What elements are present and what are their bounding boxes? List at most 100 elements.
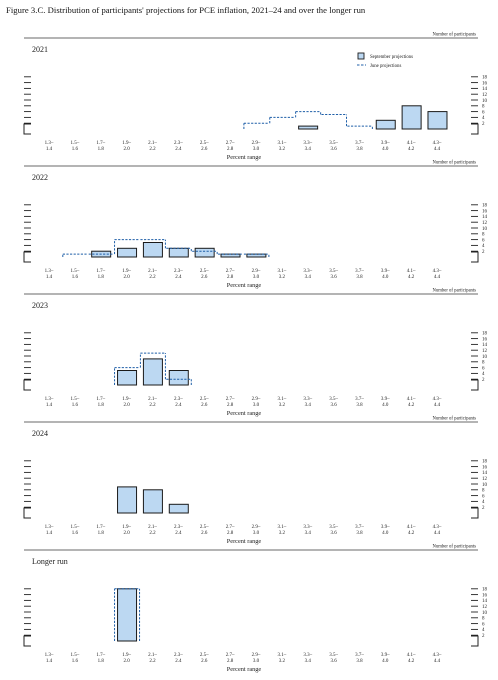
x-tick-label: 4.3– xyxy=(433,525,442,530)
september-bar xyxy=(401,105,422,130)
x-tick-label: 2.6 xyxy=(201,403,208,408)
right-axis-bracket xyxy=(471,251,479,263)
panel-title: 2021 xyxy=(32,45,48,54)
x-tick-label: 1.7– xyxy=(96,397,105,402)
x-tick-label: 1.9– xyxy=(122,397,131,402)
x-tick-label: 2.5– xyxy=(200,269,209,274)
panel-title: 2024 xyxy=(32,429,48,438)
x-tick-label: 4.0 xyxy=(382,531,389,536)
x-tick-label: 3.0 xyxy=(253,275,260,280)
x-tick-label: 2.1– xyxy=(148,397,157,402)
september-bar xyxy=(117,486,138,514)
x-tick-label: 3.6 xyxy=(330,531,337,536)
y-tick-label: 6 xyxy=(482,238,485,243)
x-axis-title: Percent range xyxy=(227,282,262,289)
x-tick-label: 4.1– xyxy=(407,269,416,274)
x-axis-title: Percent range xyxy=(227,410,262,417)
x-tick-label: 3.5– xyxy=(329,653,338,658)
x-tick-label: 2.5– xyxy=(200,397,209,402)
y-tick-label: 16 xyxy=(482,81,488,86)
x-tick-label: 3.3– xyxy=(303,141,312,146)
y-tick-label: 10 xyxy=(482,227,488,232)
y-tick-label: 4 xyxy=(482,500,485,505)
x-tick-label: 4.4 xyxy=(434,403,441,408)
september-bar xyxy=(168,247,189,258)
september-bar xyxy=(168,503,189,514)
legend-label-september: September projections xyxy=(370,55,413,60)
y-tick-label: 18 xyxy=(482,588,488,593)
right-axis-bracket xyxy=(471,123,479,135)
x-tick-label: 3.5– xyxy=(329,397,338,402)
x-tick-label: 3.4 xyxy=(305,147,312,152)
y-tick-label: 6 xyxy=(482,110,485,115)
x-tick-label: 4.1– xyxy=(407,653,416,658)
x-tick-label: 2.8 xyxy=(227,531,234,536)
x-tick-label: 4.4 xyxy=(434,659,441,664)
x-tick-label: 2.6 xyxy=(201,147,208,152)
x-tick-label: 3.8 xyxy=(356,275,363,280)
x-tick-label: 2.1– xyxy=(148,141,157,146)
x-tick-label: 1.6 xyxy=(72,275,79,280)
x-tick-label: 3.7– xyxy=(355,653,364,658)
x-tick-label: 1.9– xyxy=(122,653,131,658)
x-tick-label: 2.8 xyxy=(227,147,234,152)
september-bar xyxy=(117,247,138,258)
x-tick-label: 4.0 xyxy=(382,147,389,152)
x-tick-label: 3.3– xyxy=(303,269,312,274)
figure-title: Figure 3.C. Distribution of participants… xyxy=(6,5,366,15)
y-axis-label: Number of participants xyxy=(433,33,477,38)
x-tick-label: 3.5– xyxy=(329,525,338,530)
y-tick-label: 16 xyxy=(482,465,488,470)
y-tick-label: 14 xyxy=(482,471,488,476)
y-tick-label: 4 xyxy=(482,372,485,377)
x-tick-label: 3.9– xyxy=(381,525,390,530)
chart-panel-2: Number of participants 2023 24681012141618… xyxy=(23,289,488,417)
x-tick-label: 3.1– xyxy=(277,397,286,402)
x-tick-label: 2.0 xyxy=(123,531,130,536)
x-tick-label: 4.3– xyxy=(433,269,442,274)
legend-label-june: June projections xyxy=(370,64,401,69)
x-tick-label: 4.4 xyxy=(434,275,441,280)
y-tick-label: 16 xyxy=(482,337,488,342)
x-tick-label: 4.1– xyxy=(407,141,416,146)
x-tick-label: 1.5– xyxy=(70,141,79,146)
y-tick-label: 12 xyxy=(482,605,488,610)
y-tick-label: 2 xyxy=(482,378,485,383)
x-tick-label: 2.2 xyxy=(149,659,156,664)
x-tick-label: 4.0 xyxy=(382,275,389,280)
september-bar xyxy=(142,242,163,258)
x-tick-label: 1.7– xyxy=(96,653,105,658)
x-tick-label: 1.5– xyxy=(70,653,79,658)
y-tick-label: 18 xyxy=(482,332,488,337)
x-tick-label: 2.4 xyxy=(175,147,182,152)
september-bar xyxy=(142,489,163,514)
x-tick-label: 1.9– xyxy=(122,525,131,530)
y-tick-label: 12 xyxy=(482,477,488,482)
y-tick-label: 8 xyxy=(482,617,485,622)
x-tick-label: 4.2 xyxy=(408,531,415,536)
x-tick-label: 4.1– xyxy=(407,397,416,402)
september-bar xyxy=(168,370,189,386)
y-tick-label: 14 xyxy=(482,215,488,220)
x-tick-label: 1.8 xyxy=(98,147,105,152)
x-tick-label: 1.4 xyxy=(46,531,53,536)
x-tick-label: 4.4 xyxy=(434,147,441,152)
left-axis-bracket xyxy=(23,635,31,647)
x-tick-label: 4.3– xyxy=(433,653,442,658)
x-tick-label: 3.4 xyxy=(305,531,312,536)
panel-title: 2022 xyxy=(32,173,48,182)
x-tick-label: 2.0 xyxy=(123,275,130,280)
y-tick-label: 2 xyxy=(482,634,485,639)
y-tick-label: 6 xyxy=(482,366,485,371)
x-tick-label: 1.5– xyxy=(70,525,79,530)
x-axis-title: Percent range xyxy=(227,154,262,161)
x-tick-label: 2.0 xyxy=(123,659,130,664)
x-axis-title: Percent range xyxy=(227,538,262,545)
x-tick-label: 3.0 xyxy=(253,403,260,408)
x-tick-label: 1.8 xyxy=(98,531,105,536)
x-tick-label: 3.7– xyxy=(355,269,364,274)
x-tick-label: 3.7– xyxy=(355,397,364,402)
x-tick-label: 3.6 xyxy=(330,147,337,152)
x-tick-label: 2.3– xyxy=(174,269,183,274)
